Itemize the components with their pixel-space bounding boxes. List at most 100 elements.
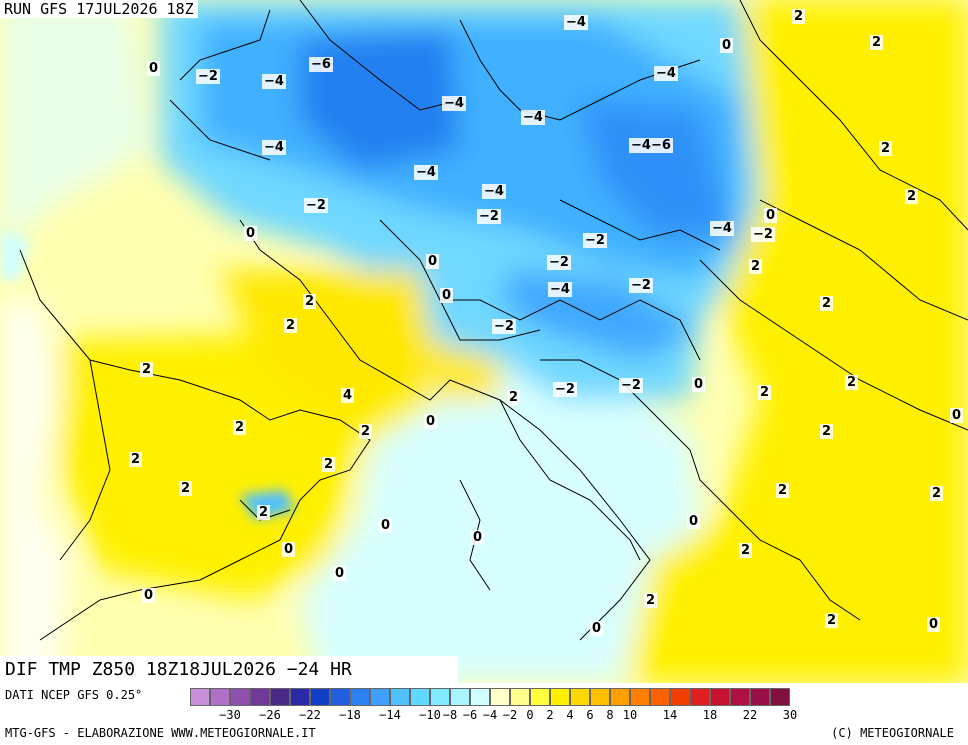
map-value-label: −2	[629, 278, 653, 293]
map-value-label: 0	[142, 588, 156, 603]
map-value-label: −4	[548, 282, 572, 297]
map-value-label: 4	[341, 388, 355, 403]
color-scale-tick-label: −10	[419, 708, 441, 722]
color-scale-swatch	[230, 688, 250, 706]
map-value-label: −4	[442, 96, 466, 111]
color-scale-swatch	[310, 688, 330, 706]
map-value-label: −4	[521, 110, 545, 125]
color-scale-tick-label: 14	[662, 708, 678, 722]
map-value-label: 0	[590, 621, 604, 636]
color-scale-swatch	[450, 688, 470, 706]
color-scale-swatch	[490, 688, 510, 706]
map-value-label: 0	[687, 514, 701, 529]
map-value-label: 0	[424, 414, 438, 429]
color-scale-swatch	[190, 688, 210, 706]
map-value-label: 0	[333, 566, 347, 581]
color-scale-tick-label: 8	[606, 708, 614, 722]
chart-title: DIF TMP Z850 18Z18JUL2026 −24 HR	[0, 656, 458, 683]
color-scale-swatch	[690, 688, 710, 706]
run-label: RUN GFS 17JUL2026 18Z	[0, 0, 198, 18]
color-scale-swatch	[350, 688, 370, 706]
map-value-label: 0	[147, 61, 161, 76]
color-scale-swatch	[390, 688, 410, 706]
color-scale-swatch	[510, 688, 530, 706]
color-scale-tick-label: −18	[339, 708, 361, 722]
map-value-label: 0	[950, 408, 964, 423]
map-value-label: 0	[927, 617, 941, 632]
color-scale-swatch	[570, 688, 590, 706]
color-scale-tick-label: −14	[379, 708, 401, 722]
color-scale-swatch	[750, 688, 770, 706]
color-scale-swatch	[730, 688, 750, 706]
credit-left: MTG-GFS - ELABORAZIONE WWW.METEOGIORNALE…	[5, 726, 316, 740]
map-value-label: 2	[359, 424, 373, 439]
color-scale-tick-label: −2	[502, 708, 518, 722]
color-scale-tick-label: −8	[442, 708, 458, 722]
map-value-label: 0	[426, 254, 440, 269]
map-value-label: 2	[257, 505, 271, 520]
color-scale-swatch	[270, 688, 290, 706]
map-value-label: 2	[284, 318, 298, 333]
map-value-label: −2	[751, 227, 775, 242]
map-value-label: 2	[905, 189, 919, 204]
map-value-label: −2	[304, 198, 328, 213]
map-value-label: 0	[244, 226, 258, 241]
map-value-label: 2	[303, 294, 317, 309]
color-scale-swatch	[710, 688, 730, 706]
map-value-label: −4	[710, 221, 734, 236]
map-value-label: −2	[492, 319, 516, 334]
map-value-label: −4	[482, 184, 506, 199]
data-source: DATI NCEP GFS 0.25°	[5, 688, 143, 702]
map-value-label: −4	[262, 140, 286, 155]
color-scale-tick-label: 22	[742, 708, 758, 722]
map-value-label: −2	[547, 255, 571, 270]
map-value-label: 0	[720, 38, 734, 53]
map-value-label: 2	[792, 9, 806, 24]
color-scale-tick-label: −4	[482, 708, 498, 722]
map-value-label: −2	[583, 233, 607, 248]
map-value-label: 2	[825, 613, 839, 628]
color-scale-swatch	[770, 688, 790, 706]
color-scale-swatch	[470, 688, 490, 706]
map-value-label: 2	[507, 390, 521, 405]
color-scale-tick-label: 18	[702, 708, 718, 722]
map-value-label: 0	[764, 208, 778, 223]
map-value-label: 2	[739, 543, 753, 558]
color-scale	[190, 688, 790, 706]
map-value-label: 2	[233, 420, 247, 435]
map-value-label: −2	[553, 382, 577, 397]
map-value-label: −6	[309, 57, 333, 72]
color-scale-tick-label: 0	[526, 708, 534, 722]
temperature-anomaly-map	[0, 0, 968, 683]
color-scale-tick-label: 10	[622, 708, 638, 722]
color-scale-tick-label: −30	[219, 708, 241, 722]
color-scale-swatch	[210, 688, 230, 706]
map-value-label: −4	[564, 15, 588, 30]
map-value-label: −2	[477, 209, 501, 224]
map-value-label: −4	[654, 66, 678, 81]
map-value-label: 2	[930, 486, 944, 501]
color-scale-tick-label: 6	[586, 708, 594, 722]
map-value-label: 2	[758, 385, 772, 400]
map-value-label: 0	[471, 530, 485, 545]
color-scale-tick-label: −6	[462, 708, 478, 722]
map-value-label: 2	[179, 481, 193, 496]
color-scale-swatch	[550, 688, 570, 706]
color-scale-swatch	[430, 688, 450, 706]
map-value-label: 2	[140, 362, 154, 377]
color-scale-swatch	[530, 688, 550, 706]
map-value-label: −4−6	[629, 138, 673, 153]
map-value-label: −4	[262, 74, 286, 89]
color-scale-tick-label: 4	[566, 708, 574, 722]
credit-right: (C) METEOGIORNALE	[831, 726, 954, 740]
map-value-label: 2	[129, 452, 143, 467]
color-scale-ticks: −30 −26 −22 −18 −14 −10 −8 −6 −4 −2 0 2 4 6 8 10 14 18 22 3…	[190, 708, 968, 722]
color-scale-swatch	[630, 688, 650, 706]
map-value-label: 0	[379, 518, 393, 533]
map-value-label: 0	[692, 377, 706, 392]
color-scale-tick-label: −26	[259, 708, 281, 722]
map-value-label: 2	[879, 141, 893, 156]
map-value-label: 0	[440, 288, 454, 303]
color-scale-tick-label: 2	[546, 708, 554, 722]
map-value-label: −4	[414, 165, 438, 180]
